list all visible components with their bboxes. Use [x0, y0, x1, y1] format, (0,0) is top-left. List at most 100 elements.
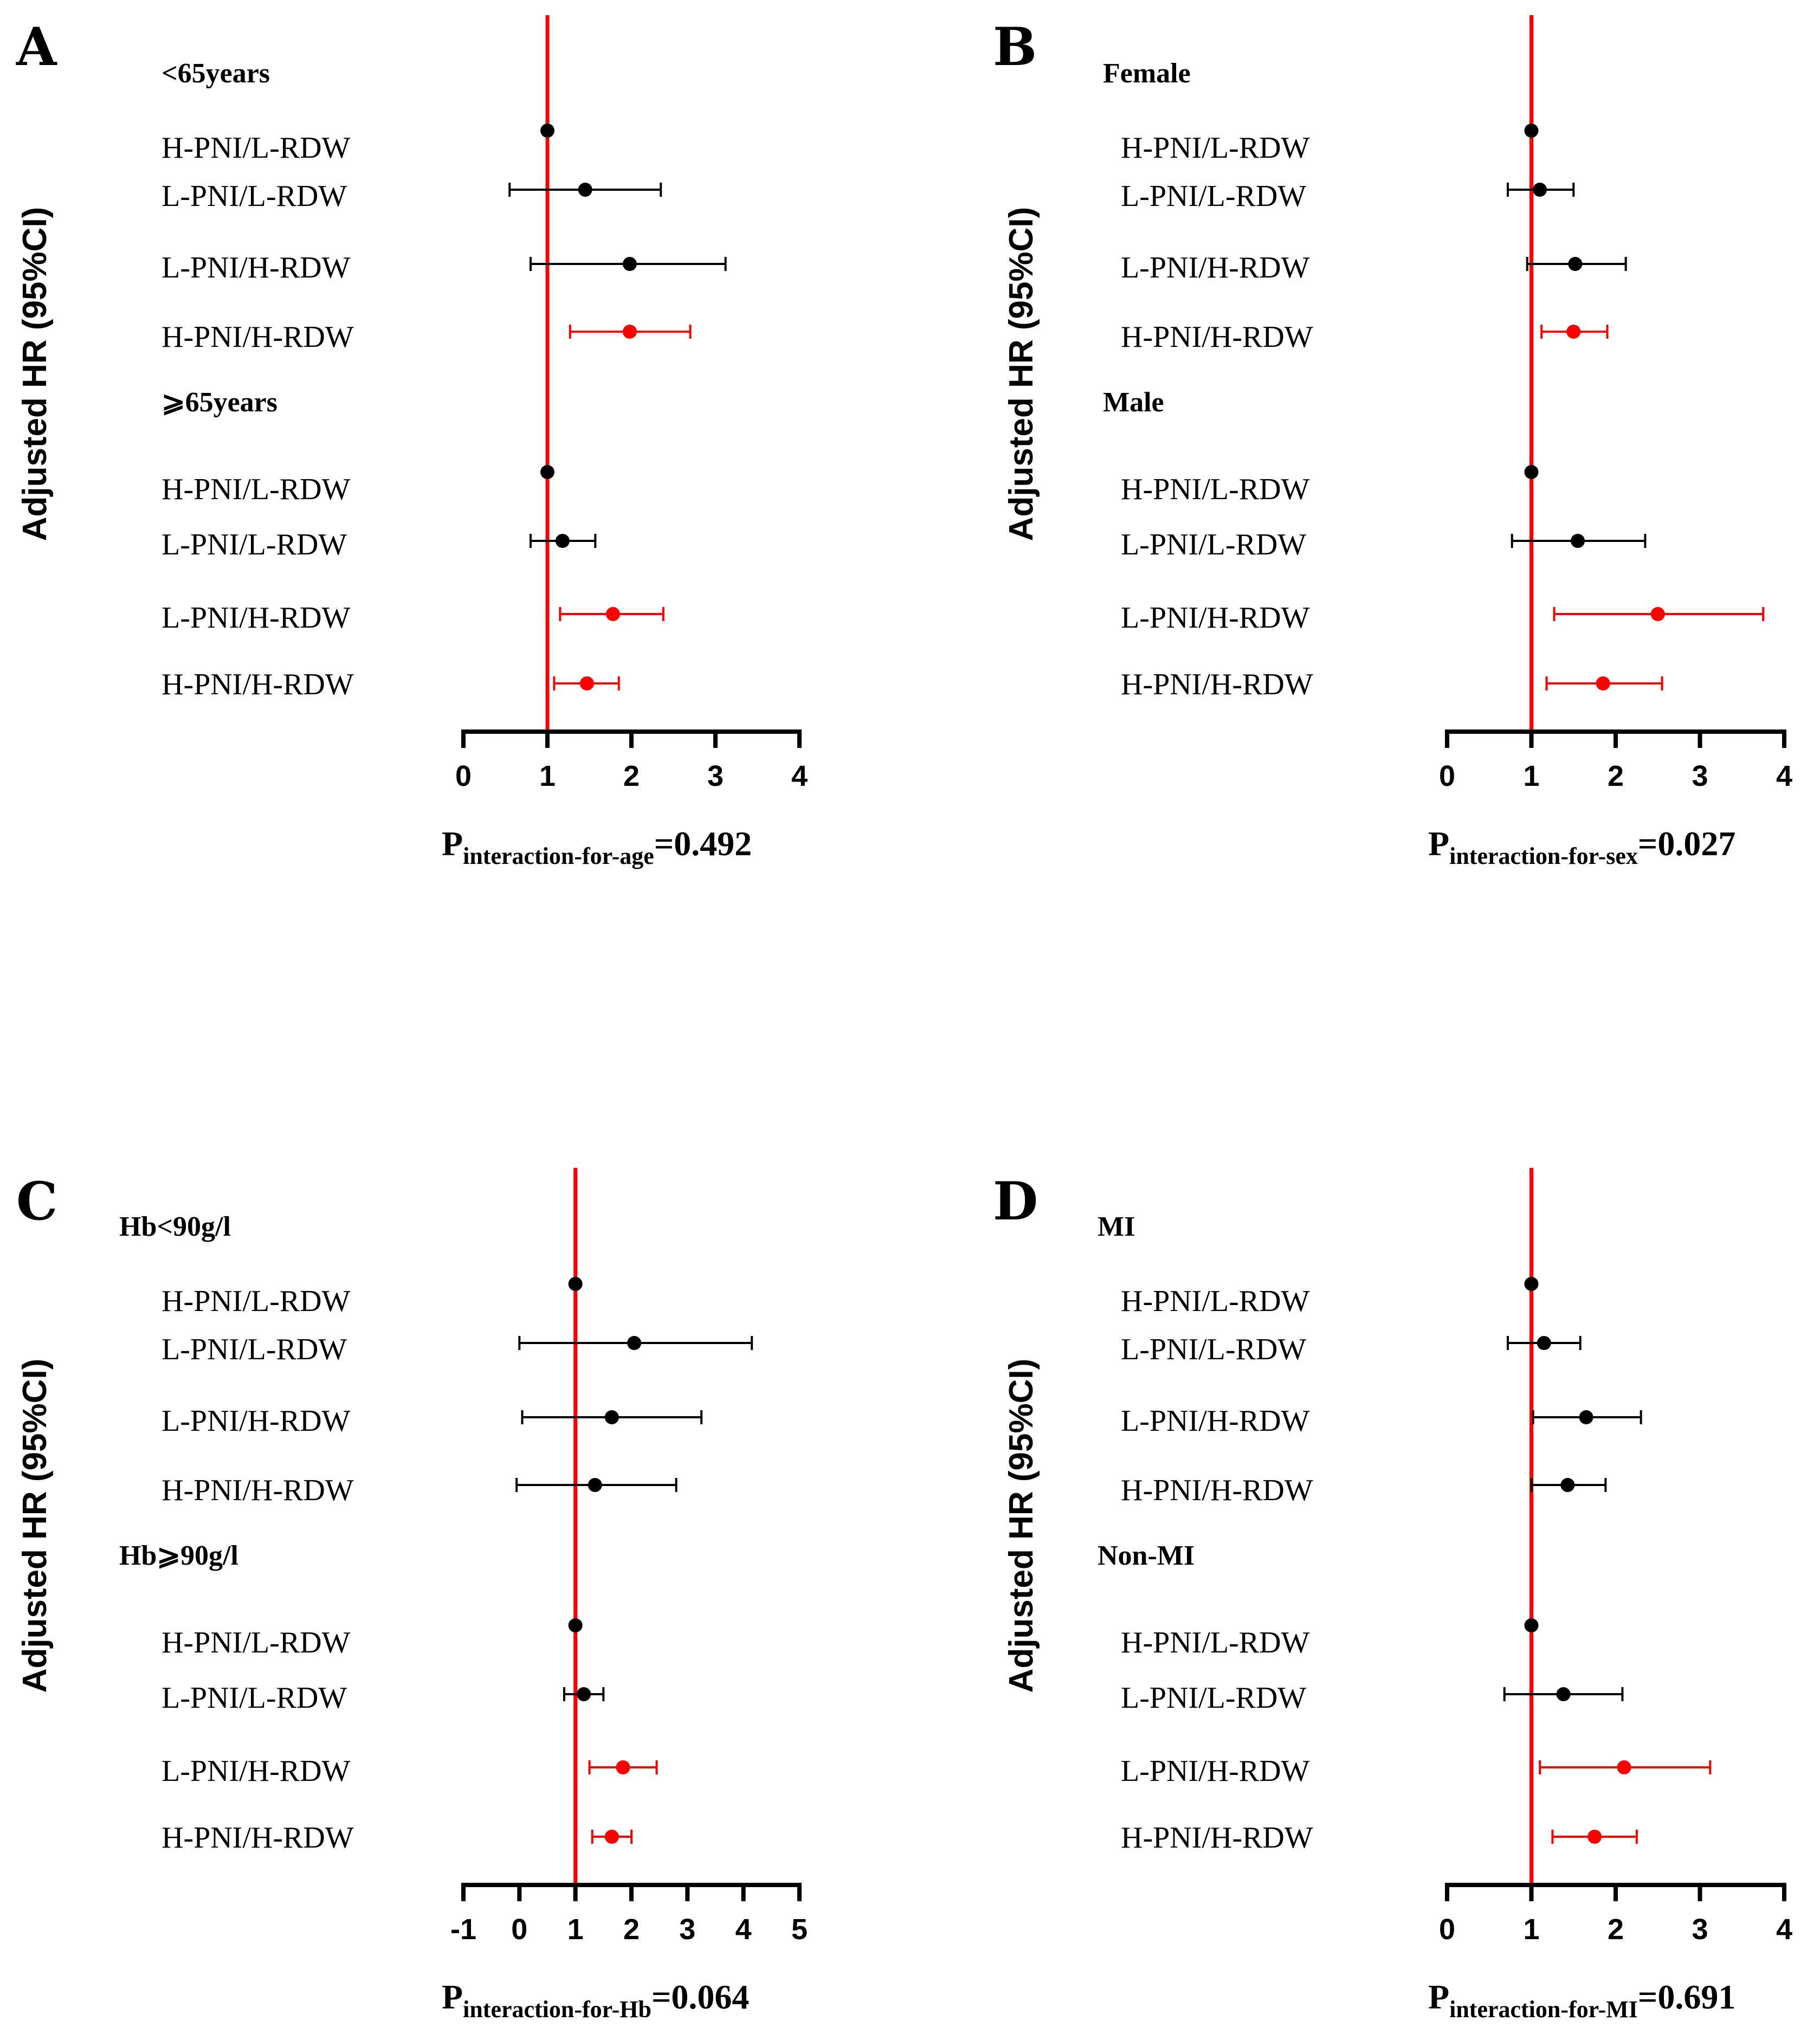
hr-point-c-g1-r3 [604, 1410, 619, 1424]
row-label-c-g1-r3: L-PNI/H-RDW [162, 1404, 351, 1438]
group-label-a-2: ⩾65years [162, 387, 277, 418]
x-tick-label-d-5: 4 [1776, 1913, 1792, 1946]
p-interaction-main-d: P [1428, 1978, 1449, 2016]
x-tick-label-c-3: 1 [567, 1913, 584, 1946]
row-label-a-g1-r2: L-PNI/L-RDW [162, 179, 347, 213]
row-label-d-g2-r2: L-PNI/L-RDW [1121, 1681, 1306, 1715]
p-interaction-main-a: P [442, 824, 463, 863]
hr-point-d-g1-r3 [1579, 1410, 1593, 1424]
x-tick-label-b-2: 1 [1523, 760, 1539, 792]
panel-letter-d: D [993, 1171, 1038, 1232]
row-label-d-g2-r3: L-PNI/H-RDW [1121, 1754, 1310, 1788]
x-tick-label-a-2: 1 [539, 760, 556, 792]
hr-point-a-g2-r2 [555, 534, 570, 548]
hr-point-a-g1-r4 [622, 325, 637, 339]
x-tick-label-b-4: 3 [1692, 760, 1708, 792]
x-tick-label-c-7: 5 [791, 1913, 808, 1946]
hr-point-b-g1-r4 [1566, 325, 1581, 339]
x-tick-label-c-4: 2 [623, 1913, 640, 1946]
row-label-d-g2-r1: H-PNI/L-RDW [1121, 1626, 1310, 1660]
y-axis-label-c: Adjusted HR (95%CI) [16, 1359, 54, 1693]
group-label-b-1: Female [1103, 58, 1191, 89]
row-label-c-g2-r4: H-PNI/H-RDW [162, 1821, 354, 1855]
x-tick-label-a-4: 3 [707, 760, 724, 792]
hr-point-c-g1-r1 [568, 1277, 583, 1291]
hr-point-d-g1-r1 [1524, 1277, 1539, 1291]
row-label-b-g1-r4: H-PNI/H-RDW [1121, 320, 1313, 354]
row-label-c-g2-r1: H-PNI/L-RDW [162, 1626, 351, 1660]
hr-point-c-g1-r2 [627, 1336, 642, 1350]
hr-point-a-g2-r1 [540, 465, 554, 479]
row-label-b-g2-r1: H-PNI/L-RDW [1121, 473, 1310, 506]
group-label-d-1: MI [1098, 1211, 1135, 1242]
hr-point-a-g1-r3 [622, 257, 637, 271]
hr-point-b-g1-r1 [1524, 124, 1539, 138]
row-label-b-g2-r4: H-PNI/H-RDW [1121, 668, 1313, 701]
hr-point-a-g2-r3 [605, 607, 620, 621]
row-label-a-g2-r3: L-PNI/H-RDW [162, 601, 351, 635]
p-interaction-value-c: =0.064 [651, 1978, 749, 2016]
hr-point-a-g2-r4 [579, 676, 594, 690]
x-tick-label-d-2: 1 [1523, 1913, 1539, 1946]
row-label-a-g1-r1: H-PNI/L-RDW [162, 131, 351, 165]
panel-letter-c: C [16, 1171, 57, 1232]
row-label-c-g1-r1: H-PNI/L-RDW [162, 1284, 351, 1318]
p-interaction-value-b: =0.027 [1638, 824, 1735, 863]
x-tick-label-d-1: 0 [1439, 1913, 1455, 1946]
group-label-b-2: Male [1103, 387, 1164, 418]
hr-point-d-g1-r2 [1537, 1336, 1551, 1350]
row-label-d-g1-r3: L-PNI/H-RDW [1121, 1404, 1310, 1438]
hr-point-b-g2-r2 [1571, 534, 1585, 548]
group-label-a-1: <65years [162, 58, 270, 89]
p-interaction-main-c: P [442, 1978, 463, 2016]
p-interaction-subscript-d: interaction-for-MI [1449, 1996, 1638, 2023]
x-tick-label-a-5: 4 [791, 760, 808, 792]
x-tick-label-b-5: 4 [1776, 760, 1792, 792]
p-interaction-subscript-c: interaction-for-Hb [463, 1996, 651, 2023]
x-tick-label-a-1: 0 [455, 760, 472, 792]
x-tick-label-a-3: 2 [623, 760, 640, 792]
y-axis-label-a: Adjusted HR (95%CI) [16, 207, 54, 541]
x-tick-label-c-2: 0 [511, 1913, 527, 1946]
hr-point-d-g2-r4 [1587, 1830, 1602, 1844]
hr-point-c-g2-r4 [604, 1830, 619, 1844]
p-interaction-a: Pinteraction-for-age=0.492 [442, 824, 752, 869]
hr-point-d-g2-r1 [1524, 1618, 1539, 1632]
row-label-b-g1-r2: L-PNI/L-RDW [1121, 179, 1306, 213]
row-label-c-g2-r3: L-PNI/H-RDW [162, 1754, 351, 1788]
hr-point-c-g2-r1 [568, 1618, 583, 1632]
row-label-c-g2-r2: L-PNI/L-RDW [162, 1681, 347, 1715]
group-label-c-1: Hb<90g/l [119, 1211, 231, 1242]
x-tick-label-c-1: -1 [450, 1913, 476, 1946]
group-label-d-2: Non-MI [1098, 1540, 1195, 1571]
x-tick-label-c-6: 4 [735, 1913, 752, 1946]
p-interaction-main-b: P [1428, 824, 1449, 863]
p-interaction-value-d: =0.691 [1638, 1978, 1735, 2016]
row-label-d-g2-r4: H-PNI/H-RDW [1121, 1821, 1313, 1855]
x-tick-label-c-5: 3 [679, 1913, 695, 1946]
p-interaction-d: Pinteraction-for-MI=0.691 [1428, 1978, 1735, 2023]
row-label-d-g1-r4: H-PNI/H-RDW [1121, 1474, 1313, 1507]
x-tick-label-b-3: 2 [1608, 760, 1624, 792]
row-label-b-g1-r3: L-PNI/H-RDW [1121, 251, 1310, 285]
row-label-d-g1-r2: L-PNI/L-RDW [1121, 1333, 1306, 1366]
x-tick-label-d-4: 3 [1692, 1913, 1708, 1946]
y-axis-label-d: Adjusted HR (95%CI) [1003, 1359, 1040, 1693]
hr-point-d-g2-r3 [1617, 1760, 1631, 1774]
hr-point-b-g2-r1 [1524, 465, 1539, 479]
row-label-c-g1-r2: L-PNI/L-RDW [162, 1333, 347, 1366]
row-label-a-g1-r3: L-PNI/H-RDW [162, 251, 351, 285]
hr-point-b-g1-r3 [1568, 257, 1583, 271]
row-label-a-g1-r4: H-PNI/H-RDW [162, 320, 354, 354]
hr-point-c-g2-r3 [616, 1760, 630, 1774]
p-interaction-value-a: =0.492 [654, 824, 752, 863]
row-label-b-g2-r2: L-PNI/L-RDW [1121, 528, 1306, 561]
row-label-c-g1-r4: H-PNI/H-RDW [162, 1474, 354, 1507]
row-label-d-g1-r1: H-PNI/L-RDW [1121, 1284, 1310, 1318]
row-label-b-g1-r1: H-PNI/L-RDW [1121, 131, 1310, 165]
p-interaction-c: Pinteraction-for-Hb=0.064 [442, 1978, 749, 2023]
hr-point-d-g2-r2 [1556, 1687, 1571, 1701]
x-tick-label-b-1: 0 [1439, 760, 1455, 792]
x-tick-label-d-3: 2 [1608, 1913, 1624, 1946]
hr-point-c-g1-r4 [588, 1478, 602, 1492]
